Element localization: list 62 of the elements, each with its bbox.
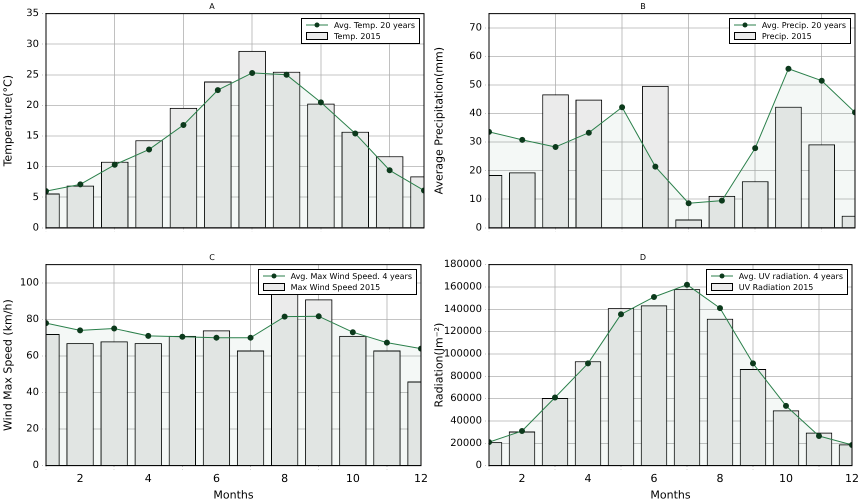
x-tick-label: 10	[346, 472, 360, 486]
x-tick-label: 10	[779, 472, 793, 486]
y-tick-label: 160000	[444, 282, 482, 293]
legend-label: Avg. Precip. 20 years	[762, 20, 846, 31]
y-tick-label: 40000	[450, 416, 482, 427]
y-tick-label: 30	[469, 136, 482, 148]
legend-label: Precip. 2015	[762, 30, 812, 42]
chart-title: D	[640, 252, 646, 262]
x-tick-label: 2	[76, 472, 84, 486]
y-tick-label: 0	[476, 460, 482, 472]
y-tick-label: 140000	[444, 304, 482, 315]
x-tick-label: 4	[584, 472, 592, 486]
x-tick-label: 2	[518, 472, 526, 486]
y-tick-label: 70	[469, 22, 482, 34]
y-tick-label: 5	[32, 192, 39, 203]
y-tick-label: 20	[26, 100, 39, 111]
y-tick-label: 60	[26, 350, 39, 362]
x-tick-label: 6	[212, 472, 220, 486]
x-tick-label: 12	[414, 472, 428, 486]
y-tick-label: 40	[469, 108, 482, 120]
legend-label: UV Radiation 2015	[738, 282, 814, 293]
y-tick-label: 20	[469, 165, 482, 176]
legend-label: Avg. UV radiation. 4 years	[738, 270, 844, 282]
y-tick-label: 10	[26, 161, 39, 172]
series-label: Max Wind Speed 2015	[290, 282, 380, 293]
x-tick-label: 8	[716, 472, 724, 486]
y-tick-label: 20	[26, 424, 39, 435]
legend-label: Temp. 2015	[334, 30, 381, 42]
x-tick-label: 12	[845, 472, 859, 486]
y-tick-label: 80000	[450, 370, 482, 382]
y-tick-label: 25	[26, 69, 39, 80]
y-tick-label: 60	[469, 51, 482, 62]
y-axis-title: Temperature(°C)	[1, 74, 14, 168]
y-tick-label: 100	[20, 277, 39, 288]
y-tick-label: 180000	[444, 259, 482, 270]
x-axis-title: Months	[650, 488, 691, 502]
y-tick-label: 0	[476, 222, 482, 234]
y-tick-label: 0	[32, 460, 39, 472]
y-tick-label: 50	[469, 80, 482, 91]
y-tick-label: 10	[469, 194, 482, 205]
y-tick-label: 20000	[450, 438, 482, 449]
y-tick-label: 30	[26, 38, 39, 50]
x-tick-label: 6	[650, 472, 658, 486]
y-tick-label: 120000	[444, 326, 482, 338]
y-tick-label: 40	[26, 387, 39, 398]
y-tick-label: 80	[26, 314, 39, 326]
y-tick-label: 100000	[444, 348, 482, 360]
chart-title: A	[209, 2, 216, 11]
y-axis-title: Wind Max Speed (km/h)	[1, 299, 14, 431]
chart-title: C	[209, 252, 216, 262]
y-tick-label: 15	[26, 130, 39, 142]
legend-label: Avg. Temp. 20 years	[334, 20, 415, 31]
x-axis-title: Months	[213, 488, 254, 502]
legend-label: Avg. Max Wind Speed. 4 years	[290, 270, 412, 282]
x-tick-label: 4	[144, 472, 152, 486]
y-axis-title: Average Precipitation(mm)	[432, 46, 446, 194]
y-axis-title: Radiation(Jm⁻²)	[432, 322, 446, 408]
y-tick-label: 0	[32, 222, 39, 234]
x-tick-label: 8	[281, 472, 288, 486]
y-tick-label: 60000	[450, 393, 482, 404]
chart-title: B	[640, 2, 646, 11]
y-tick-label: 35	[26, 8, 39, 20]
